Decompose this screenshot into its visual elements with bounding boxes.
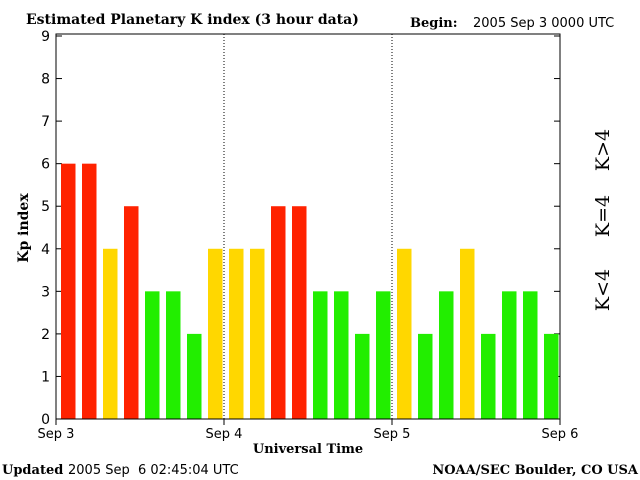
kp-bar	[481, 333, 496, 419]
y-axis-label: Kp index	[16, 193, 32, 263]
x-tick-label: Sep 4	[206, 427, 243, 442]
updated-label: Updated	[2, 463, 63, 478]
source-credit: NOAA/SEC Boulder, CO USA	[432, 463, 639, 478]
begin-value: 2005 Sep 3 0000 UTC	[473, 16, 614, 31]
kp-bar	[460, 248, 475, 419]
y-tick-label: 5	[41, 199, 50, 215]
y-tick-label: 4	[41, 242, 50, 258]
updated-value: 2005 Sep 6 02:45:04 UTC	[68, 463, 239, 478]
kp-bar	[292, 206, 307, 419]
kp-bar	[145, 291, 160, 419]
bar-series	[61, 163, 559, 419]
kp-bar	[166, 291, 181, 419]
chart-title: Estimated Planetary K index (3 hour data…	[26, 12, 359, 28]
kp-bar	[334, 291, 349, 419]
kp-bar	[376, 291, 391, 419]
y-tick-label: 0	[41, 412, 50, 428]
y-tick-label: 6	[41, 157, 50, 173]
legend-k-greater-4: K>4	[592, 129, 614, 171]
x-tick-label: Sep 5	[374, 427, 411, 442]
kp-bar	[250, 248, 265, 419]
kp-bar	[187, 333, 202, 419]
kp-bar	[397, 248, 412, 419]
kp-bar	[418, 333, 433, 419]
begin-label: Begin:	[410, 16, 458, 31]
legend-k-equal-4: K=4	[592, 195, 614, 237]
y-tick-label: 1	[41, 369, 50, 385]
kp-bar	[313, 291, 328, 419]
kp-bar	[124, 206, 139, 419]
kp-bar	[544, 333, 559, 419]
kp-bar	[271, 206, 286, 419]
y-tick-label: 9	[41, 29, 50, 45]
y-tick-label: 3	[41, 284, 50, 300]
y-tick-label: 7	[41, 114, 50, 130]
kp-bar	[523, 291, 538, 419]
legend-k-less-4: K<4	[592, 269, 614, 311]
kp-bar	[229, 248, 244, 419]
x-tick-label: Sep 6	[542, 427, 579, 442]
x-axis-label: Universal Time	[253, 442, 363, 457]
y-tick-label: 8	[41, 72, 50, 88]
x-axis: Sep 3 Sep 4 Sep 5 Sep 6	[38, 419, 579, 442]
day-separators	[223, 34, 393, 419]
kp-bar	[103, 248, 118, 419]
x-tick-label: Sep 3	[38, 427, 75, 442]
plot-frame	[55, 33, 561, 420]
kp-bar	[208, 248, 223, 419]
legend: K>4 K=4 K<4	[592, 129, 614, 311]
kp-bar	[355, 333, 370, 419]
kp-bar	[82, 163, 97, 419]
kp-bar	[439, 291, 454, 419]
kp-bar	[61, 163, 76, 419]
y-tick-label: 2	[41, 327, 50, 343]
kp-bar	[502, 291, 517, 419]
